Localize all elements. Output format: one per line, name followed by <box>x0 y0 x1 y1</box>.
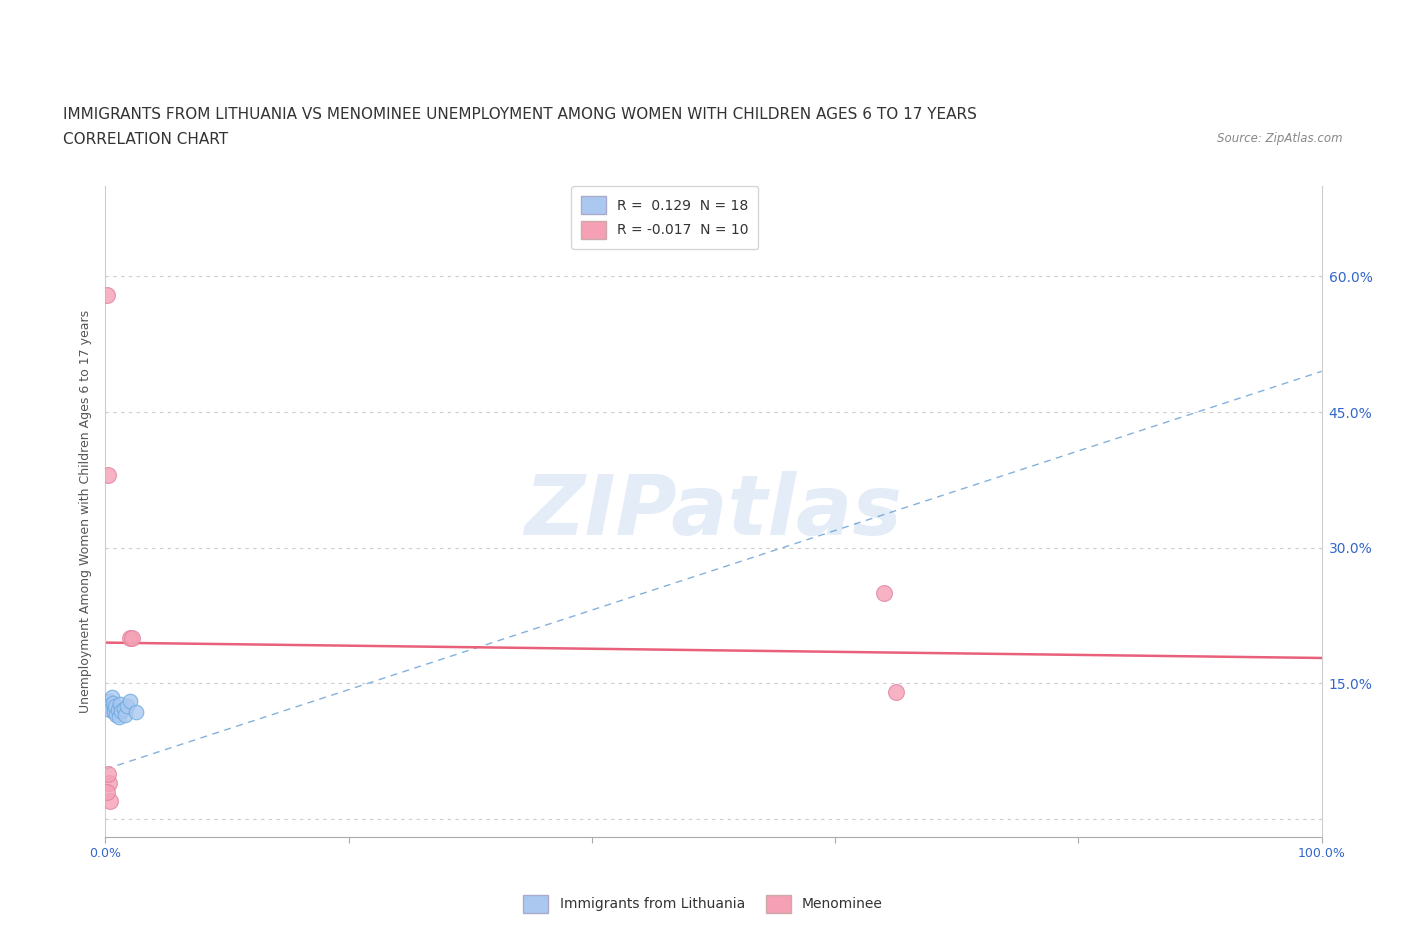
Point <box>97 766 120 781</box>
Point <box>97 698 120 713</box>
Y-axis label: Unemployment Among Women with Children Ages 6 to 17 years: Unemployment Among Women with Children A… <box>79 310 93 713</box>
Point <box>125 705 148 720</box>
Legend: R =  0.129  N = 18, R = -0.017  N = 10: R = 0.129 N = 18, R = -0.017 N = 10 <box>571 186 758 248</box>
Point <box>103 701 125 716</box>
Legend: Immigrants from Lithuania, Menominee: Immigrants from Lithuania, Menominee <box>517 889 889 919</box>
Point <box>873 586 896 601</box>
Point <box>98 776 121 790</box>
Point <box>105 708 128 723</box>
Point <box>108 697 131 711</box>
Point <box>107 703 129 718</box>
Point <box>118 694 141 709</box>
Point <box>112 701 135 716</box>
Text: Source: ZipAtlas.com: Source: ZipAtlas.com <box>1218 132 1343 145</box>
Point <box>121 631 143 645</box>
Point <box>117 698 139 713</box>
Point <box>97 468 120 483</box>
Text: ZIPatlas: ZIPatlas <box>524 471 903 552</box>
Point <box>98 694 121 709</box>
Point <box>96 784 118 799</box>
Point <box>96 287 118 302</box>
Point <box>98 793 121 808</box>
Point <box>100 689 122 704</box>
Point <box>104 698 127 713</box>
Text: CORRELATION CHART: CORRELATION CHART <box>63 132 228 147</box>
Point <box>103 705 125 720</box>
Point <box>118 631 141 645</box>
Point <box>108 710 131 724</box>
Point <box>101 696 124 711</box>
Point <box>884 684 907 699</box>
Point <box>98 703 121 718</box>
Point <box>114 708 136 723</box>
Text: IMMIGRANTS FROM LITHUANIA VS MENOMINEE UNEMPLOYMENT AMONG WOMEN WITH CHILDREN AG: IMMIGRANTS FROM LITHUANIA VS MENOMINEE U… <box>63 107 977 122</box>
Point <box>110 704 132 719</box>
